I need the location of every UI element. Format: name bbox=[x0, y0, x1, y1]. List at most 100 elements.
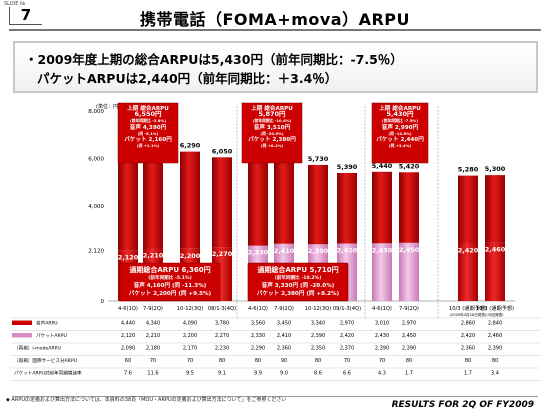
annual-box-line: (前年同期比 -5.1%) bbox=[148, 274, 191, 281]
table-cell: 2,420 bbox=[340, 333, 354, 339]
packet-label: 2,210 bbox=[143, 252, 164, 260]
table-cell: 2,430 bbox=[375, 333, 389, 339]
summary-line-1: ・2009年度上期の総合ARPUは5,430円（前年同期比：-7.5％） bbox=[25, 52, 403, 67]
slide-number-label: SLIDE № bbox=[4, 1, 26, 7]
table-row-label: （再掲）i-modeARPU bbox=[14, 345, 61, 352]
total-label: 6,290 bbox=[180, 142, 201, 150]
category-label: 7-9(2Q) bbox=[399, 306, 419, 312]
y-tick-label: 6,000 bbox=[88, 157, 104, 163]
annual-box-line: パケット 2,380円 (同 +8.2%) bbox=[257, 289, 340, 297]
results-label: RESULTS FOR 2Q OF FY2009 bbox=[391, 400, 534, 410]
table-cell: 3,780 bbox=[215, 321, 229, 327]
category-label: 10/3 (通期予想) bbox=[476, 304, 514, 312]
page-number: 7 bbox=[9, 7, 42, 25]
callout-line: (前年同期比 -7.5%) bbox=[382, 118, 418, 123]
callout-line: (同 -14.8%) bbox=[388, 131, 412, 136]
voice-bar bbox=[485, 175, 505, 243]
annual-summary-box bbox=[119, 262, 221, 302]
table-cell: 3.4 bbox=[491, 371, 499, 377]
packet-label: 2,430 bbox=[372, 246, 393, 254]
category-label: 4-6(1Q) bbox=[372, 306, 392, 312]
annual-box-line: パケット 2,200円 (同 +9.5%) bbox=[129, 289, 212, 297]
table-cell: 2,970 bbox=[340, 321, 354, 327]
table-cell: 2,090 bbox=[121, 346, 135, 352]
voice-bar bbox=[337, 172, 357, 244]
table-cell: 2,860 bbox=[461, 321, 475, 327]
table-cell: 2,350 bbox=[311, 346, 325, 352]
callout-line: パケット 2,160円 bbox=[124, 135, 172, 143]
table-cell: 2,200 bbox=[183, 333, 197, 339]
voice-bar bbox=[274, 161, 294, 244]
packet-bar bbox=[399, 242, 419, 301]
table-cell: 2,170 bbox=[183, 346, 197, 352]
callout-line: (同 -20.0%) bbox=[260, 131, 284, 136]
table-cell: 2,360 bbox=[277, 346, 291, 352]
callout-line: 6,550円 bbox=[134, 110, 162, 118]
total-label: 5,390 bbox=[337, 163, 358, 171]
category-label: 4-6(1Q) bbox=[248, 306, 268, 312]
y-tick-label: 0 bbox=[101, 299, 105, 305]
table-cell: 3,450 bbox=[277, 321, 291, 327]
table-cell: 70 bbox=[150, 358, 156, 364]
packet-label: 2,120 bbox=[118, 254, 139, 262]
packet-label: 2,410 bbox=[274, 247, 295, 255]
table-cell: 2,970 bbox=[402, 321, 416, 327]
table-cell: 70 bbox=[379, 358, 385, 364]
callout-line: 上期 総合ARPU bbox=[251, 104, 293, 112]
total-label: 5,300 bbox=[485, 165, 506, 173]
table-row-label: パケットARPU bbox=[36, 332, 67, 339]
table-cell: 80 bbox=[406, 358, 412, 364]
table-cell: 1.7 bbox=[405, 371, 413, 377]
table-cell: 3,340 bbox=[311, 321, 325, 327]
callout-line: (同 +1.1%) bbox=[137, 143, 160, 148]
table-cell: 2,840 bbox=[488, 321, 502, 327]
callout-line: (前年同期比 -3.8%) bbox=[130, 118, 166, 123]
callout-line: (同 +8.1%) bbox=[261, 143, 284, 148]
table-cell: 7.6 bbox=[124, 371, 132, 377]
packet-label: 2,390 bbox=[308, 247, 329, 255]
table-cell: 2,360 bbox=[461, 346, 475, 352]
table-cell: 2,390 bbox=[311, 333, 325, 339]
summary-box: ・2009年度上期の総合ARPUは5,430円（前年同期比：-7.5％） パケッ… bbox=[13, 41, 538, 93]
y-tick-label: 8,000 bbox=[88, 109, 104, 115]
category-label: 7-9(2Q) bbox=[143, 306, 163, 312]
summary-line-2: パケットARPUは2,440円（前年同期比：＋3.4％） bbox=[37, 71, 338, 86]
callout-line: 上期 総合ARPU bbox=[379, 104, 421, 112]
callout-line: 音声 3,510円 bbox=[254, 123, 291, 131]
table-cell: 90 bbox=[281, 358, 287, 364]
total-label: 5,420 bbox=[399, 162, 420, 170]
table-cell: 2,420 bbox=[461, 333, 475, 339]
table-cell: 6.6 bbox=[343, 371, 351, 377]
category-label: 09/1-3(4Q) bbox=[333, 306, 361, 312]
table-cell: 80 bbox=[492, 358, 498, 364]
page-title: 携帯電話（FOMA+mova）ARPU bbox=[139, 10, 411, 29]
annual-box-line: (前年同期比 -10.2%) bbox=[275, 274, 322, 281]
table-row-label: パケットARPU対前年同期増減率 bbox=[14, 370, 82, 377]
table-cell: 2,390 bbox=[488, 346, 502, 352]
table-cell: 4,090 bbox=[183, 321, 197, 327]
callout-line: パケット 2,380円 bbox=[248, 135, 296, 143]
table-cell: 80 bbox=[219, 358, 225, 364]
packet-label: 2,420 bbox=[337, 247, 358, 255]
packet-label: 2,270 bbox=[212, 250, 233, 258]
title-divider bbox=[9, 29, 541, 31]
table-cell: 80 bbox=[255, 358, 261, 364]
annual-box-line: 音声 4,160円 (同 -11.3%) bbox=[134, 281, 207, 289]
table-cell: 80 bbox=[465, 358, 471, 364]
voice-bar bbox=[372, 171, 392, 244]
total-label: 5,730 bbox=[308, 155, 329, 163]
category-label: 10-12(3Q) bbox=[177, 306, 204, 312]
packet-label: 2,200 bbox=[180, 252, 201, 260]
callout-line: 5,870円 bbox=[258, 110, 286, 118]
table-cell: 2,390 bbox=[375, 346, 389, 352]
table-cell: 2,460 bbox=[488, 333, 502, 339]
packet-label: 2,330 bbox=[248, 249, 269, 257]
table-cell: 2,210 bbox=[146, 333, 160, 339]
total-label: 5,440 bbox=[372, 162, 393, 170]
callout-line: (同 -6.1%) bbox=[138, 131, 159, 136]
callout-line: (前年同期比 -10.4%) bbox=[253, 118, 292, 123]
packet-bar bbox=[458, 243, 478, 301]
table-cell: 70 bbox=[187, 358, 193, 364]
annual-summary-box bbox=[247, 262, 349, 302]
